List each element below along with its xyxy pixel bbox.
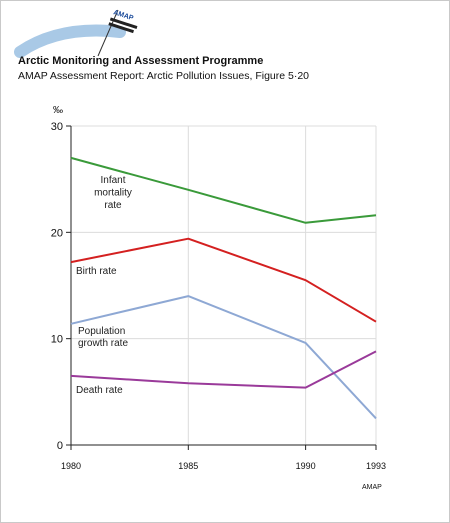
y-tick-label: 10: [51, 334, 63, 346]
series-label-death: Death rate: [76, 385, 123, 396]
page-subtitle: AMAP Assessment Report: Arctic Pollution…: [18, 70, 310, 82]
series-label-line: Death rate: [76, 385, 123, 396]
series-label-birth: Birth rate: [76, 266, 117, 277]
series-line-birth: [70, 237, 377, 323]
x-tick-label: 1990: [296, 461, 316, 471]
y-axis-label: ‰: [53, 105, 63, 116]
x-tick-label: 1993: [366, 461, 386, 471]
y-tick-label: 0: [57, 440, 63, 452]
series-label-line: Infant: [100, 175, 125, 186]
series-label-infant: Infant mortality rate: [94, 175, 132, 211]
credit-label: AMAP: [362, 484, 382, 491]
x-tick-label: 1985: [178, 461, 198, 471]
series-label-line: growth rate: [78, 338, 128, 349]
header: AMAP Arctic Monitoring and Assessment Pr…: [0, 0, 450, 100]
series-line-death: [70, 350, 377, 389]
amap-logo: AMAP: [14, 9, 138, 58]
x-tick-label: 1980: [61, 461, 81, 471]
page-title: Arctic Monitoring and Assessment Program…: [18, 55, 264, 67]
series-line-infant: [70, 156, 377, 224]
series-label-line: Birth rate: [76, 266, 117, 277]
y-tick-label: 30: [51, 121, 63, 133]
y-tick-label: 20: [51, 227, 63, 239]
series-label-line: mortality: [94, 188, 132, 199]
series-label-growth: Population growth rate: [78, 326, 128, 349]
series-label-line: rate: [104, 200, 122, 211]
series-label-line: Population: [78, 326, 125, 337]
series-line-growth: [70, 295, 377, 420]
